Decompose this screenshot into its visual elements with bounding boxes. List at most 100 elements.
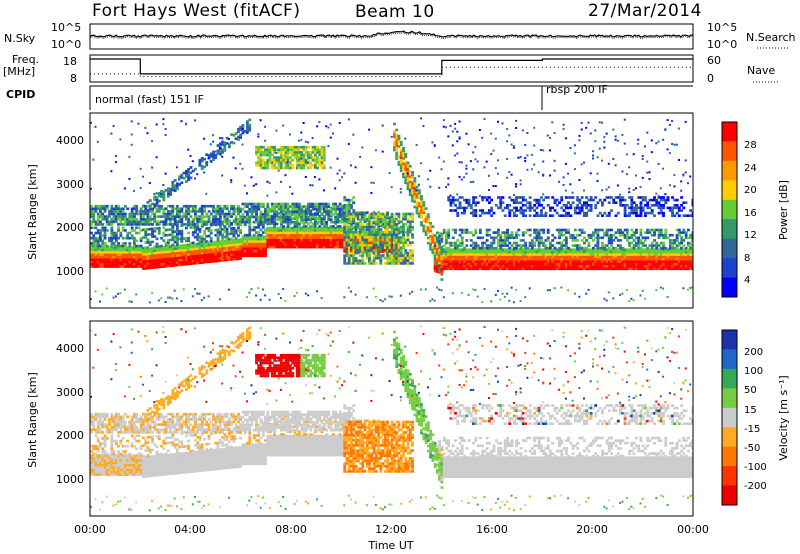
power-cell [472,265,476,268]
power-cell [384,256,387,260]
power-cell [270,233,274,237]
power-cell [327,245,331,249]
power-cell [417,202,421,205]
power-cell [114,207,118,211]
power-cell [273,222,277,226]
power-cell [221,148,225,151]
power-cell [476,267,480,271]
power-cell [101,244,105,248]
power-cell [128,231,132,235]
power-cell [537,260,541,263]
power-cell [196,235,200,239]
power-cell [381,250,385,253]
power-cell [436,258,439,261]
power-cell [142,267,145,270]
power-cell [361,246,365,250]
power-cell [472,241,476,245]
power-cell [268,233,272,237]
power-cell [286,225,290,228]
power-cell [370,238,374,242]
power-cell [270,231,274,235]
power-cell [397,251,401,255]
power-cell [395,149,399,153]
power-cell [289,233,292,237]
power-cell [388,225,392,229]
power-cell [481,241,485,245]
power-cell [483,246,487,250]
power-cell [237,245,240,249]
power-cell [304,151,308,154]
power-cell [264,125,267,128]
power-cell [528,244,532,247]
power-cell [273,229,277,232]
power-cell [363,249,367,252]
power-cell [558,257,561,261]
power-cell [225,232,229,236]
power-cell [336,229,340,232]
power-cell [395,157,399,160]
power-cell [128,177,131,180]
power-cell [519,239,523,242]
power-cell [510,257,514,261]
power-cell [408,243,412,247]
power-cell [237,247,240,251]
power-cell [332,231,335,235]
power-cell [175,243,179,246]
power-cell [137,210,141,213]
power-cell [406,225,410,229]
power-cell [408,228,412,231]
power-cell [501,253,505,256]
power-cell [320,213,324,216]
power-cell [232,253,236,256]
power-cell [564,257,568,261]
power-cell [223,217,227,221]
power-cell [153,247,157,250]
power-cell [474,248,478,251]
power-cell [243,205,247,208]
power-cell [146,266,150,270]
power-cell [214,157,217,159]
power-cell [313,218,317,221]
power-cell [549,260,552,263]
power-cell [372,236,376,239]
power-cell [521,262,525,266]
power-cell [200,240,204,244]
power-cell [266,153,270,157]
power-cell [266,194,269,197]
power-cell [117,242,120,245]
power-cell [173,238,177,241]
power-cell [447,241,451,245]
power-cell [286,145,290,149]
power-cell [338,225,342,228]
power-cell [175,297,178,300]
power-cell [255,249,258,253]
power-cell [472,246,476,250]
power-cell [499,201,503,204]
power-cell [372,241,376,244]
power-cell [151,252,154,255]
power-cell [313,213,317,216]
power-cell [216,236,220,239]
power-cell [451,292,454,295]
power-cell [411,256,414,260]
power-cell [460,255,464,259]
power-cell [429,235,433,238]
power-cell [121,248,125,252]
power-cell [406,169,410,172]
power-cell [549,214,552,217]
power-cell [302,238,306,242]
power-cell [203,220,206,224]
power-cell [374,228,378,231]
power-cell [393,215,396,218]
power-cell [485,255,489,259]
power-cell [354,223,358,226]
power-cell [320,205,324,208]
power-cell [230,246,234,249]
power-cell [194,257,197,260]
power-cell [259,249,263,253]
power-cell [521,260,525,263]
power-cell [381,243,385,247]
power-cell [422,201,426,204]
power-cell [266,164,270,167]
power-cell [218,152,222,156]
